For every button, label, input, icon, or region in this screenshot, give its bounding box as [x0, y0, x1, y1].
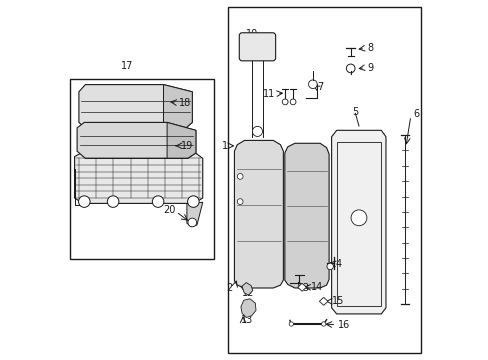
Polygon shape [79, 85, 192, 129]
Polygon shape [163, 85, 192, 129]
Text: 3: 3 [302, 283, 307, 293]
Polygon shape [319, 297, 327, 305]
Polygon shape [331, 130, 385, 314]
Text: 17: 17 [121, 61, 133, 71]
Polygon shape [241, 299, 256, 318]
Polygon shape [77, 122, 196, 158]
Text: 4: 4 [335, 258, 341, 269]
Bar [70, 79, 213, 259]
Circle shape [152, 196, 163, 207]
Text: 11: 11 [262, 89, 274, 99]
Polygon shape [234, 140, 283, 288]
Text: 16: 16 [337, 320, 349, 330]
Text: 5: 5 [352, 107, 358, 117]
FancyBboxPatch shape [239, 33, 275, 61]
Circle shape [346, 64, 354, 73]
Circle shape [237, 199, 243, 204]
Text: 9: 9 [366, 63, 372, 73]
Polygon shape [297, 283, 306, 291]
Circle shape [289, 99, 295, 105]
Text: 19: 19 [181, 141, 193, 151]
Circle shape [252, 126, 262, 136]
Text: 8: 8 [366, 43, 372, 53]
Polygon shape [186, 202, 203, 227]
Circle shape [321, 322, 325, 326]
Text: 6: 6 [412, 109, 418, 120]
Circle shape [326, 263, 333, 270]
Circle shape [187, 218, 196, 227]
Text: 14: 14 [310, 282, 323, 292]
Text: 20: 20 [163, 204, 175, 215]
Circle shape [237, 174, 243, 179]
Text: 12: 12 [242, 288, 254, 298]
Circle shape [282, 99, 287, 105]
Text: 15: 15 [331, 296, 343, 306]
Text: 7: 7 [317, 82, 323, 92]
Circle shape [79, 196, 90, 207]
Circle shape [308, 80, 317, 89]
Polygon shape [242, 283, 252, 295]
Polygon shape [167, 122, 196, 158]
Circle shape [107, 196, 119, 207]
Text: 13: 13 [241, 315, 253, 325]
Circle shape [187, 196, 199, 207]
Circle shape [288, 322, 293, 326]
Text: 2: 2 [226, 283, 232, 293]
Text: 10: 10 [245, 29, 258, 39]
Text: 18: 18 [179, 98, 191, 108]
Bar [337, 142, 380, 306]
Polygon shape [284, 143, 328, 288]
Polygon shape [75, 152, 203, 203]
Text: 1: 1 [222, 141, 227, 151]
Bar [228, 7, 420, 353]
Circle shape [350, 210, 366, 226]
